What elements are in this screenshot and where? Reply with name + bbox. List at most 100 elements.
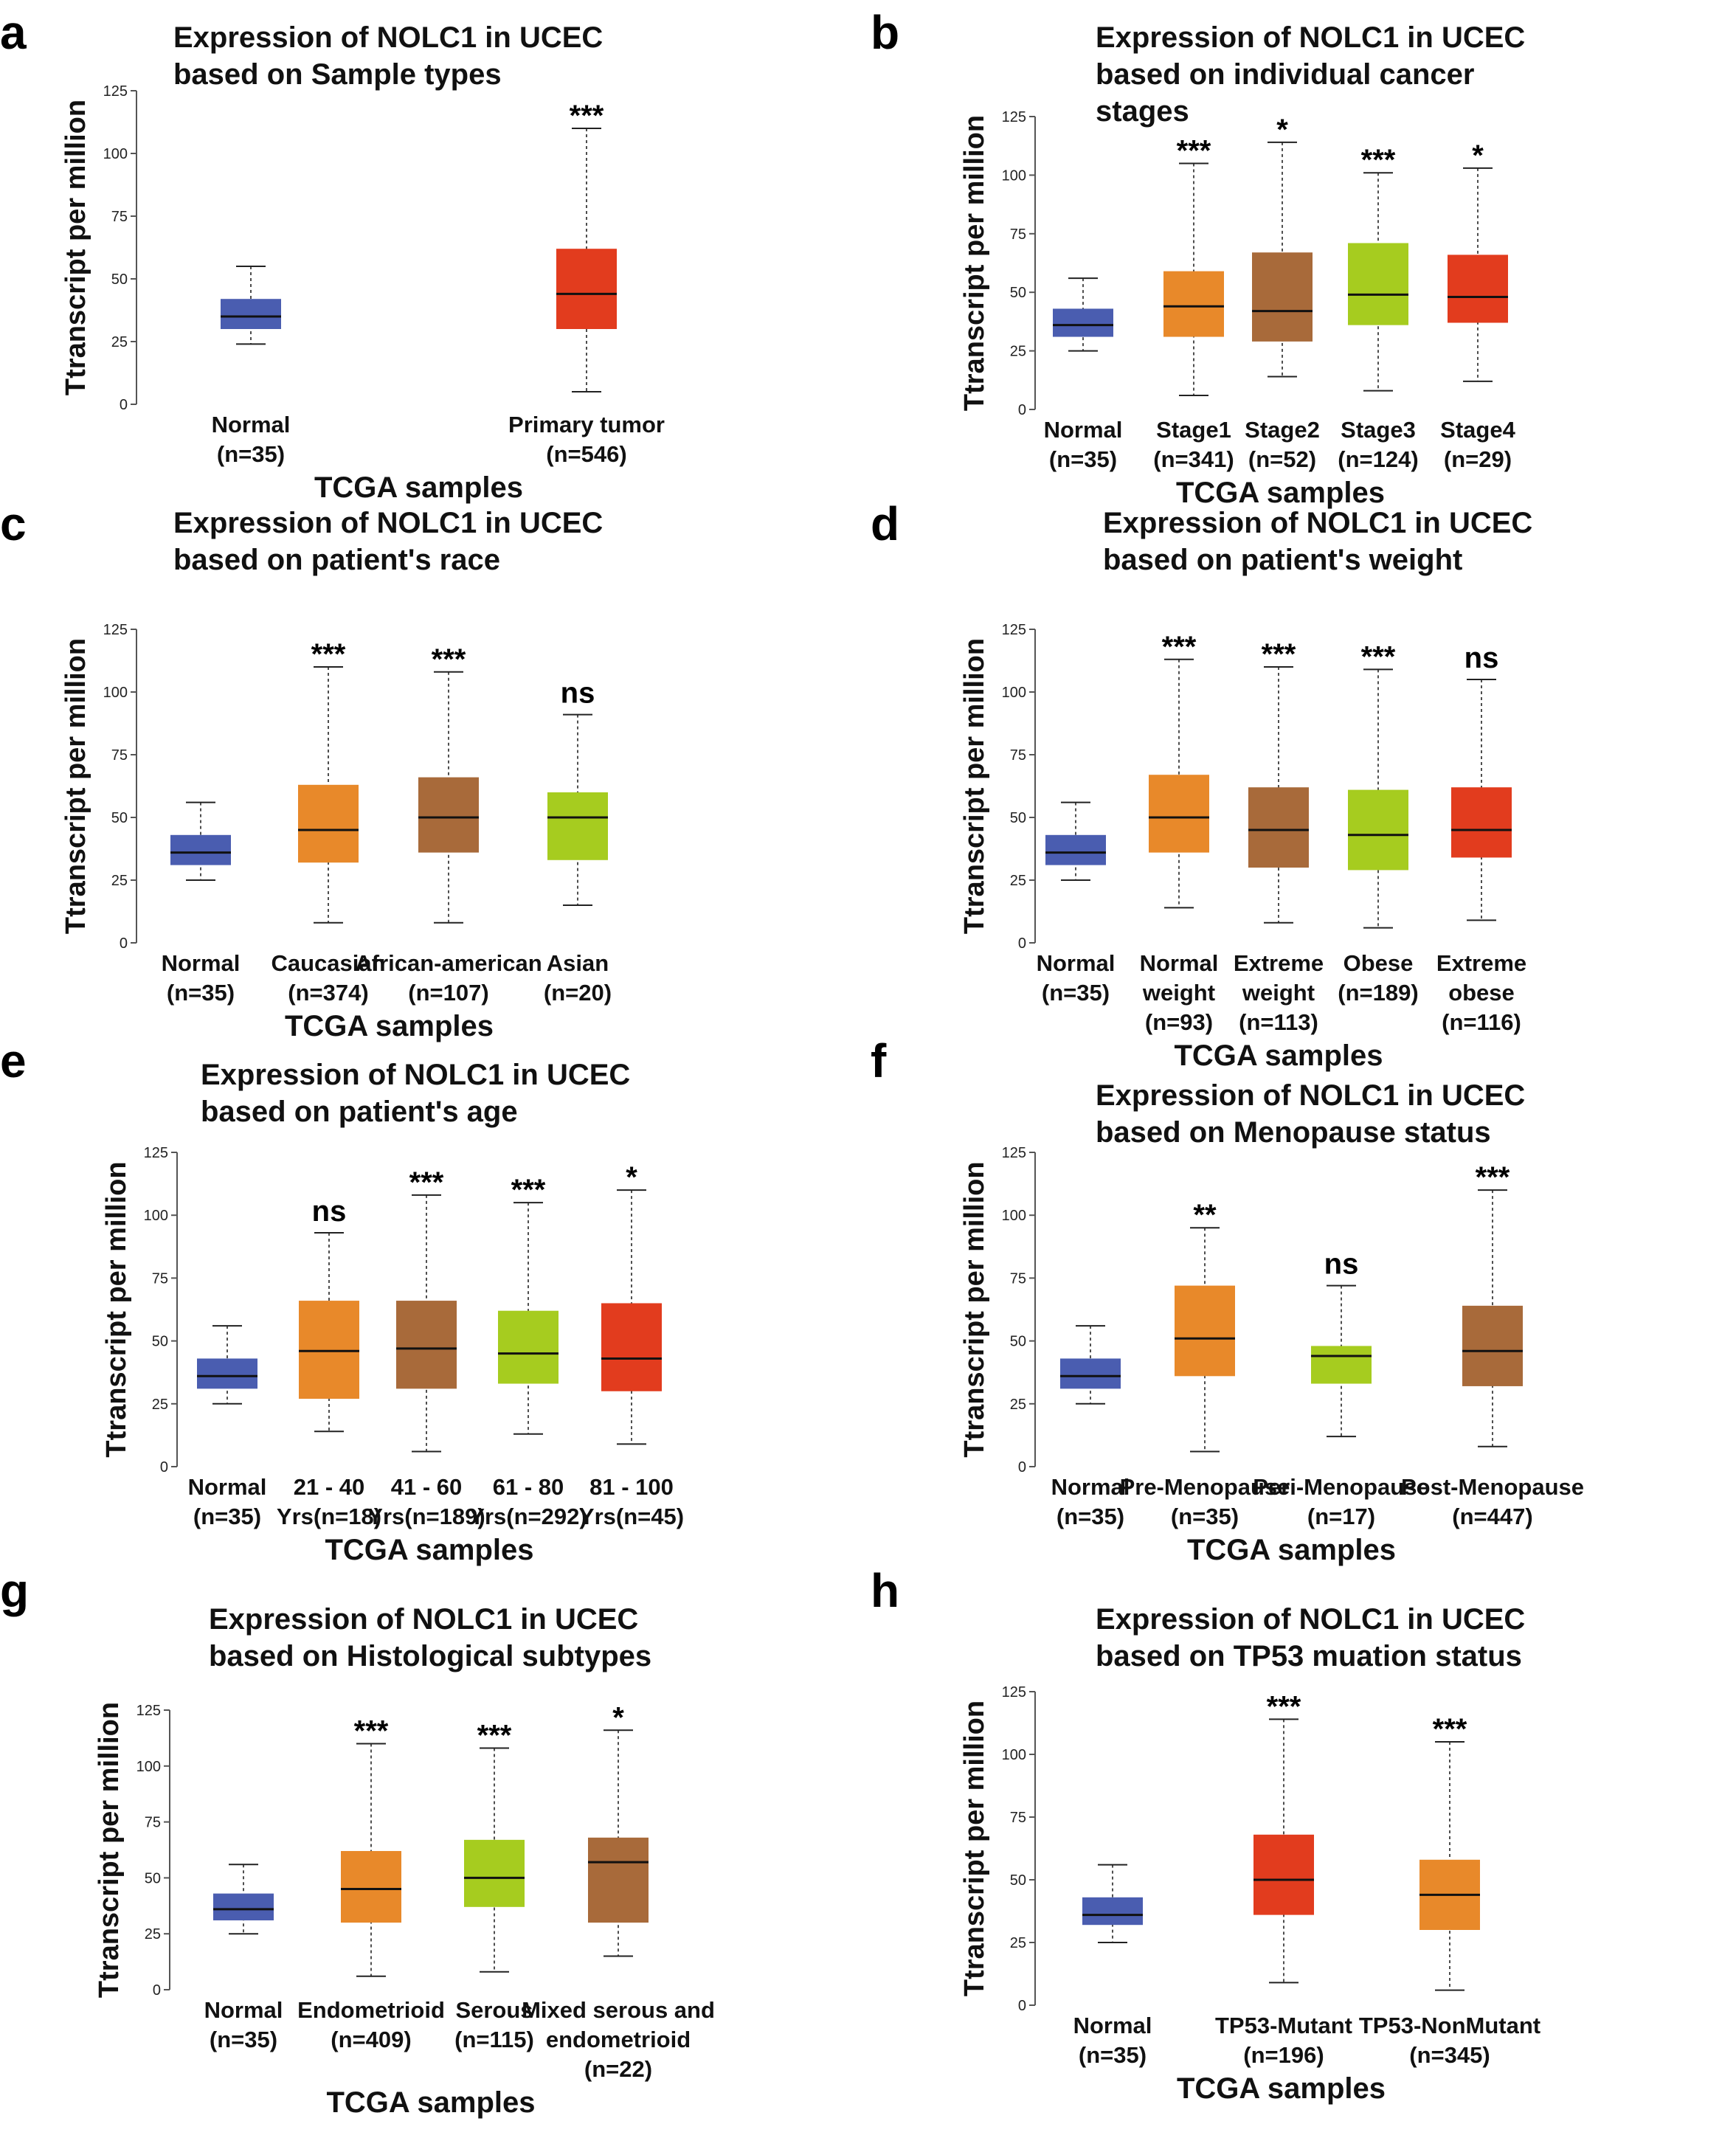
category-label: weight bbox=[1242, 980, 1315, 1006]
box-3: * Mixed serous and endometrioid (n=22) bbox=[522, 1701, 715, 2082]
category-label: (n=17) bbox=[1307, 1504, 1375, 1529]
y-tick-label: 100 bbox=[1002, 1208, 1026, 1224]
y-tick-label: 100 bbox=[103, 685, 128, 701]
y-axis-label: Ttranscript per million bbox=[959, 1161, 990, 1457]
box-iqr bbox=[170, 834, 231, 865]
category-label: (n=35) bbox=[217, 441, 285, 467]
chart-title-line: based on Sample types bbox=[173, 58, 502, 91]
category-label: (n=35) bbox=[1171, 1504, 1239, 1529]
x-axis-label: TCGA samples bbox=[1177, 2072, 1386, 2105]
category-label: (n=107) bbox=[408, 980, 488, 1006]
box-iqr bbox=[1348, 243, 1408, 325]
category-label: (n=124) bbox=[1338, 446, 1418, 472]
box-2: *** Serous (n=115) bbox=[454, 1720, 534, 2052]
category-label: (n=374) bbox=[288, 980, 368, 1006]
category-label: Normal bbox=[1140, 950, 1219, 976]
box-2: *** Extreme weight (n=113) bbox=[1234, 638, 1324, 1035]
category-label: Stage4 bbox=[1440, 417, 1515, 443]
category-label: Endometrioid bbox=[297, 1997, 445, 2023]
y-axis-label: Ttranscript per million bbox=[94, 1702, 125, 1998]
box-iqr bbox=[588, 1837, 649, 1923]
category-label: Stage3 bbox=[1341, 417, 1416, 443]
category-label: Normal bbox=[162, 950, 241, 976]
category-label: Peri-Menopause bbox=[1253, 1474, 1429, 1500]
significance-label: *** bbox=[1267, 1690, 1301, 1723]
significance-label: ns bbox=[1324, 1248, 1359, 1281]
category-label: (n=52) bbox=[1248, 446, 1316, 472]
category-label: (n=93) bbox=[1145, 1009, 1213, 1035]
y-axis-label: Ttranscript per million bbox=[60, 638, 91, 934]
category-label: 81 - 100 bbox=[589, 1474, 674, 1500]
y-tick-label: 0 bbox=[120, 935, 128, 952]
category-label: Normal bbox=[1073, 2013, 1152, 2038]
category-label: Extreme bbox=[1234, 950, 1324, 976]
category-label: obese bbox=[1448, 980, 1515, 1006]
significance-label: *** bbox=[570, 100, 604, 132]
box-iqr bbox=[464, 1839, 525, 1907]
y-tick-label: 50 bbox=[111, 810, 128, 826]
y-tick-label: 0 bbox=[153, 1982, 161, 1999]
x-axis-label: TCGA samples bbox=[326, 2086, 535, 2119]
category-label: Normal bbox=[188, 1474, 267, 1500]
significance-label: *** bbox=[477, 1720, 512, 1752]
y-tick-label: 50 bbox=[1010, 1872, 1026, 1889]
box-1: *** Normal weight (n=93) bbox=[1140, 631, 1219, 1035]
y-tick-label: 50 bbox=[145, 1870, 161, 1886]
x-axis-label: TCGA samples bbox=[325, 1534, 533, 1566]
significance-label: *** bbox=[1476, 1161, 1510, 1194]
panel-h: h Expression of NOLC1 in UCEC based on TP5… bbox=[871, 1564, 1540, 2105]
box-1: *** Primary tumor (n=546) bbox=[508, 100, 665, 467]
category-label: (n=447) bbox=[1452, 1504, 1532, 1529]
box-2: *** African-american (n=107) bbox=[355, 643, 542, 1006]
y-tick-label: 50 bbox=[111, 271, 128, 288]
y-tick-label: 25 bbox=[1010, 873, 1026, 889]
significance-label: *** bbox=[432, 643, 466, 676]
significance-label: ns bbox=[312, 1195, 347, 1228]
chart-title-line: stages bbox=[1096, 95, 1189, 128]
box-3: *** 61 - 80 Yrs(n=292) bbox=[469, 1174, 587, 1529]
y-axis-label: Ttranscript per million bbox=[959, 1701, 990, 1996]
significance-label: ns bbox=[561, 677, 595, 710]
category-label: Primary tumor bbox=[508, 412, 665, 437]
box-4: * Stage4 (n=29) bbox=[1440, 139, 1515, 472]
significance-label: *** bbox=[1177, 135, 1211, 167]
box-0: Normal (n=35) bbox=[1037, 801, 1115, 1006]
box-iqr bbox=[1175, 1285, 1235, 1377]
x-axis-label: TCGA samples bbox=[314, 471, 523, 504]
chart-title-line: based on Menopause status bbox=[1096, 1116, 1491, 1149]
box-3: *** Stage3 (n=124) bbox=[1338, 144, 1418, 472]
box-iqr bbox=[341, 1851, 401, 1923]
category-label: (n=341) bbox=[1153, 446, 1234, 472]
box-iqr bbox=[1348, 789, 1408, 871]
significance-label: * bbox=[1276, 114, 1288, 146]
y-tick-label: 125 bbox=[103, 622, 128, 638]
chart-title-line: Expression of NOLC1 in UCEC bbox=[1103, 507, 1532, 539]
y-tick-label: 75 bbox=[152, 1270, 168, 1287]
category-label: Yrs(n=18) bbox=[277, 1504, 381, 1529]
y-tick-label: 125 bbox=[1002, 1145, 1026, 1161]
x-axis-label: TCGA samples bbox=[1187, 1534, 1396, 1566]
significance-label: *** bbox=[1162, 631, 1197, 663]
category-label: Extreme bbox=[1436, 950, 1526, 976]
y-axis-label: Ttranscript per million bbox=[959, 115, 990, 411]
box-4: * 81 - 100 Yrs(n=45) bbox=[579, 1161, 684, 1529]
panel-d: d Expression of NOLC1 in UCEC based on pat… bbox=[871, 497, 1532, 1072]
significance-label: ns bbox=[1464, 642, 1499, 674]
box-2: *** 41 - 60 Yrs(n=189) bbox=[367, 1166, 485, 1529]
chart-title-line: Expression of NOLC1 in UCEC bbox=[1096, 1079, 1525, 1112]
box-iqr bbox=[601, 1303, 662, 1391]
panel-letter: g bbox=[0, 1564, 29, 1617]
category-label: (n=189) bbox=[1338, 980, 1418, 1006]
category-label: TP53-Mutant bbox=[1215, 2013, 1352, 2038]
y-tick-label: 50 bbox=[1010, 810, 1026, 826]
box-2: *** TP53-NonMutant (n=345) bbox=[1359, 1713, 1540, 2068]
box-iqr bbox=[556, 249, 617, 329]
significance-label: *** bbox=[409, 1166, 444, 1199]
category-label: Normal bbox=[1051, 1474, 1130, 1500]
category-label: (n=345) bbox=[1409, 2042, 1490, 2068]
box-3: *** Obese (n=189) bbox=[1338, 640, 1418, 1006]
chart-title-line: Expression of NOLC1 in UCEC bbox=[1096, 21, 1525, 54]
box-3: *** Post-Menopause (n=447) bbox=[1401, 1161, 1584, 1529]
y-tick-label: 50 bbox=[152, 1334, 168, 1350]
panel-b: b Expression of NOLC1 in UCEC based on ind… bbox=[871, 6, 1525, 509]
